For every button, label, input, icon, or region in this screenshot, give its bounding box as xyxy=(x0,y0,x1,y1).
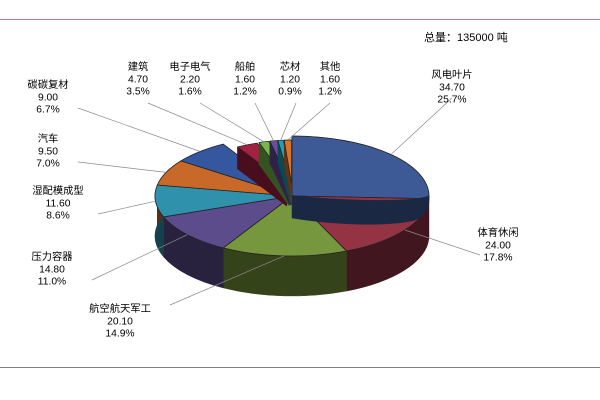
svg-text:6.7%: 6.7% xyxy=(36,105,59,116)
svg-text:17.8%: 17.8% xyxy=(483,253,512,264)
svg-text:汽车: 汽车 xyxy=(38,132,59,145)
svg-text:其他: 其他 xyxy=(320,60,341,73)
svg-text:建筑: 建筑 xyxy=(128,60,149,73)
svg-text:1.60: 1.60 xyxy=(235,74,255,85)
svg-text:14.9%: 14.9% xyxy=(105,329,134,340)
svg-text:船舶: 船舶 xyxy=(235,60,256,73)
svg-text:1.20: 1.20 xyxy=(280,74,300,85)
svg-text:体育休闲: 体育休闲 xyxy=(477,226,518,239)
svg-text:8.6%: 8.6% xyxy=(46,211,69,222)
svg-text:电子电气: 电子电气 xyxy=(169,60,210,73)
svg-text:9.00: 9.00 xyxy=(38,92,58,103)
svg-text:9.50: 9.50 xyxy=(38,146,58,157)
svg-text:航空航天军工: 航空航天军工 xyxy=(89,302,151,315)
svg-text:14.80: 14.80 xyxy=(39,264,65,275)
svg-text:11.60: 11.60 xyxy=(45,198,70,209)
svg-text:碳碳复材: 碳碳复材 xyxy=(27,78,68,91)
svg-text:芯材: 芯材 xyxy=(280,60,301,73)
svg-text:压力容器: 压力容器 xyxy=(31,250,72,263)
svg-text:34.70: 34.70 xyxy=(439,82,465,93)
svg-text:7.0%: 7.0% xyxy=(36,159,59,170)
svg-text:0.9%: 0.9% xyxy=(278,87,301,98)
svg-text:风电叶片: 风电叶片 xyxy=(431,68,472,81)
svg-text:3.5%: 3.5% xyxy=(126,87,149,98)
svg-text:20.10: 20.10 xyxy=(107,316,133,327)
svg-text:1.2%: 1.2% xyxy=(318,87,341,98)
svg-text:11.0%: 11.0% xyxy=(38,277,66,288)
svg-text:2.20: 2.20 xyxy=(180,74,200,85)
svg-text:1.60: 1.60 xyxy=(320,74,340,85)
svg-text:湿配模成型: 湿配模成型 xyxy=(32,184,83,197)
svg-text:1.2%: 1.2% xyxy=(233,87,256,98)
svg-text:1.6%: 1.6% xyxy=(178,87,201,98)
svg-text:4.70: 4.70 xyxy=(128,74,148,85)
svg-text:25.7%: 25.7% xyxy=(437,95,466,106)
svg-text:24.00: 24.00 xyxy=(485,240,511,251)
